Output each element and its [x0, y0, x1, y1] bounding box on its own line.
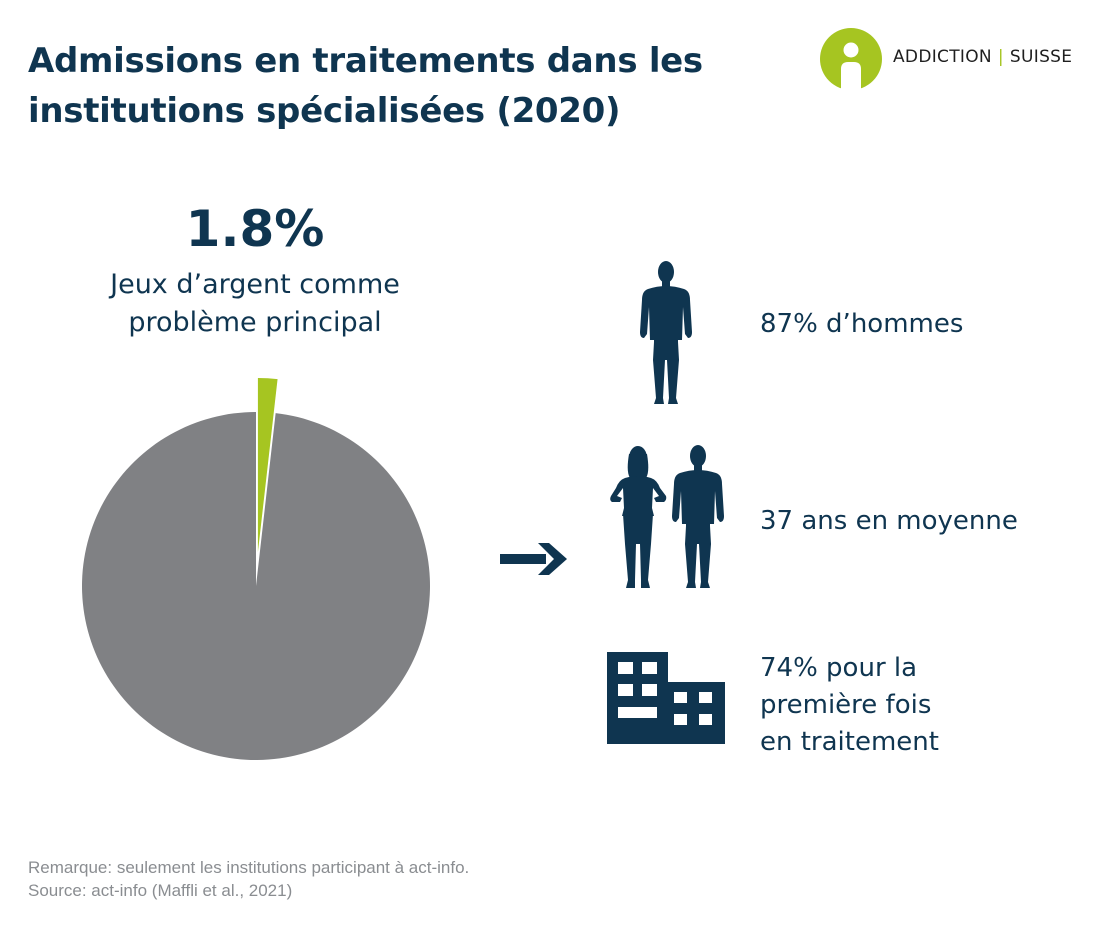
stat-men-share: 87% d’hommes: [760, 306, 963, 343]
pie-chart: [82, 378, 430, 760]
stat-first-treatment-line-2: première fois: [760, 690, 932, 720]
stat-first-treatment-line-1: 74% pour la: [760, 653, 918, 683]
arrow-right-icon: [500, 543, 567, 575]
chart-title-line-1: Admissions en traitements dans les: [28, 41, 703, 81]
stat-average-age: 37 ans en moyenne: [760, 503, 1018, 540]
building-icon: [607, 652, 725, 744]
stat-first-treatment-line-3: en traitement: [760, 727, 939, 757]
logo-wordmark: ADDICTION | SUISSE: [893, 47, 1072, 67]
logo-separator: |: [997, 47, 1004, 67]
logo-word-suisse: SUISSE: [1009, 47, 1073, 67]
addiction-suisse-logo: ADDICTION | SUISSE: [820, 28, 1080, 90]
woman-and-man-silhouette-icon: [610, 445, 724, 588]
chart-title-line-2: institutions spécialisées (2020): [28, 91, 621, 131]
stat-average-age-line: 37 ans en moyenne: [760, 506, 1018, 536]
highlight-percentage: 1.8%: [185, 200, 325, 258]
logo-word-addiction: ADDICTION: [893, 47, 992, 67]
highlight-caption-line-1: Jeux d’argent comme: [110, 269, 400, 300]
stat-first-treatment: 74% pour la première fois en traitement: [760, 650, 939, 761]
pie-slice-rest: [82, 412, 430, 760]
highlight-caption: Jeux d’argent comme problème principal: [60, 266, 450, 342]
pie-slice-highlight: [257, 378, 278, 553]
footnote-remark: Remarque: seulement les institutions par…: [28, 858, 470, 877]
footnote: Remarque: seulement les institutions par…: [28, 856, 469, 902]
logo-person-icon: [820, 28, 882, 90]
stat-men-share-line: 87% d’hommes: [760, 309, 964, 339]
chart-title: Admissions en traitements dans les insti…: [28, 36, 808, 136]
highlight-caption-line-2: problème principal: [128, 307, 382, 338]
footnote-source: Source: act-info (Maffli et al., 2021): [28, 881, 293, 900]
man-silhouette-icon: [640, 261, 692, 404]
